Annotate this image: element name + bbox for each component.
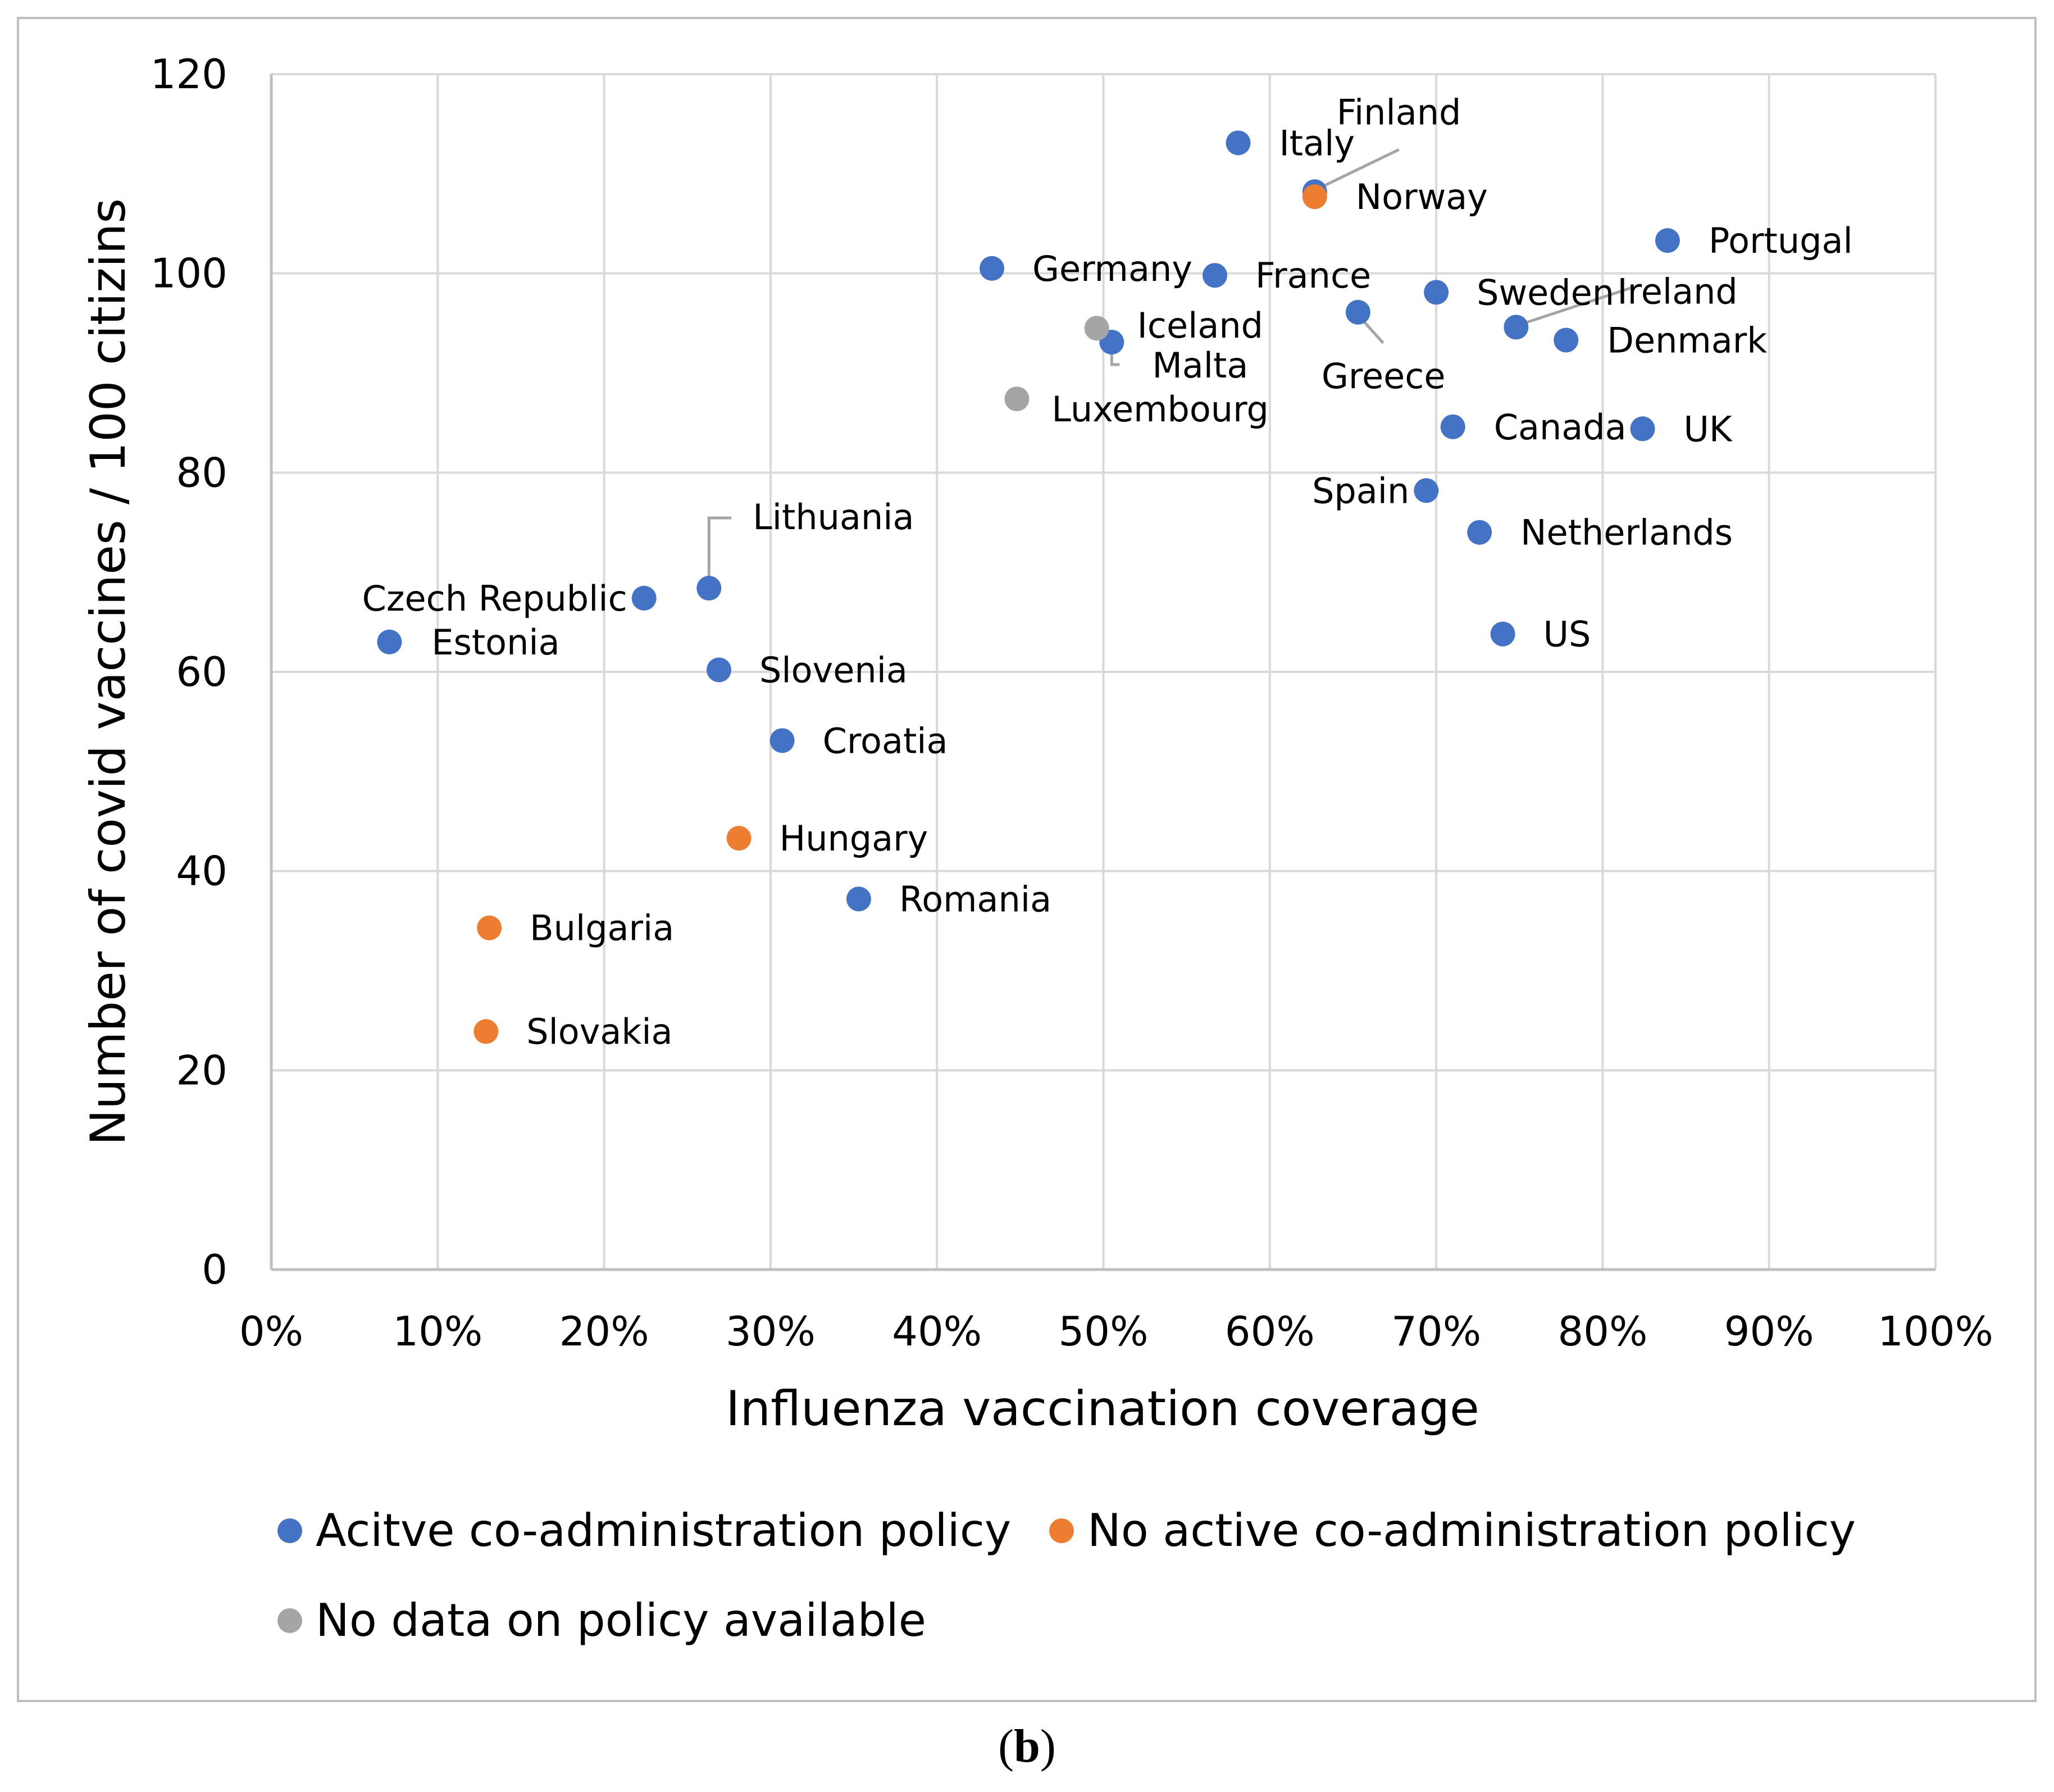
point-germany	[979, 256, 1004, 281]
label-malta: Malta	[1152, 345, 1248, 386]
y-tick-label: 80	[176, 449, 227, 496]
point-uk	[1630, 416, 1655, 442]
label-spain: Spain	[1312, 470, 1409, 511]
point-spain	[1414, 478, 1439, 503]
y-axis-title: Number of covid vaccines / 100 citizins	[80, 198, 136, 1145]
legend-label: Acitve co-administration policy	[316, 1504, 1011, 1557]
point-sweden	[1424, 280, 1449, 305]
label-us: US	[1543, 614, 1591, 655]
point-netherlands	[1467, 520, 1492, 545]
y-tick-label: 20	[176, 1047, 227, 1094]
y-tick-label: 40	[176, 848, 227, 895]
x-tick-label: 30%	[726, 1308, 816, 1355]
point-denmark	[1554, 328, 1579, 353]
point-slovakia	[473, 1019, 499, 1044]
x-tick-label: 0%	[239, 1308, 303, 1355]
figure-caption: (b)	[0, 1719, 2054, 1773]
point-ireland	[1504, 315, 1529, 340]
label-portugal: Portugal	[1709, 220, 1853, 261]
legend-marker	[1049, 1518, 1074, 1543]
label-denmark: Denmark	[1607, 320, 1767, 361]
x-tick-label: 70%	[1391, 1308, 1481, 1355]
x-tick-label: 100%	[1878, 1308, 1993, 1355]
legend-label: No active co-administration policy	[1087, 1504, 1856, 1557]
label-netherlands: Netherlands	[1520, 512, 1733, 553]
axes: 0% 10% 20% 30% 40% 50% 60% 70% 80% 90% 100% 0 20 40 60…	[151, 51, 1993, 1355]
legend-item-3: No data on policy available	[277, 1594, 926, 1647]
label-romania: Romania	[899, 879, 1051, 920]
legend-label: No data on policy available	[316, 1594, 926, 1647]
label-bulgaria: Bulgaria	[530, 908, 674, 949]
leader-line-finland	[1317, 148, 1400, 190]
y-tick-label: 120	[151, 51, 227, 98]
x-tick-label: 20%	[559, 1308, 649, 1355]
x-tick-label: 50%	[1058, 1308, 1148, 1355]
label-uk: UK	[1684, 408, 1733, 449]
y-tick-label: 100	[151, 250, 227, 297]
scatter-chart: 0% 10% 20% 30% 40% 50% 60% 70% 80% 90% 100% 0 20 40 60…	[80, 51, 1993, 1647]
leader-line-lithuania	[707, 516, 732, 586]
x-tick-label: 90%	[1724, 1308, 1814, 1355]
label-france: France	[1255, 255, 1371, 296]
label-estonia: Estonia	[431, 622, 559, 663]
x-tick-label: 10%	[393, 1308, 482, 1355]
caption-close-paren: )	[1040, 1720, 1056, 1772]
x-axis-title: Influenza vaccination coverage	[726, 1381, 1479, 1437]
point-bulgaria	[477, 915, 502, 940]
legend-marker	[277, 1608, 302, 1633]
point-croatia	[769, 728, 795, 753]
label-ireland: Ireland	[1617, 271, 1737, 312]
label-slovakia: Slovakia	[526, 1011, 672, 1052]
label-hungary: Hungary	[780, 818, 928, 859]
label-greece: Greece	[1322, 356, 1446, 397]
point-estonia	[377, 629, 402, 654]
point-romania	[846, 886, 871, 912]
point-us	[1490, 621, 1515, 647]
label-germany: Germany	[1032, 248, 1192, 289]
legend-item-1: Acitve co-administration policy	[277, 1504, 1011, 1557]
point-luxembourg	[1004, 386, 1030, 412]
label-norway: Norway	[1356, 176, 1488, 217]
legend-item-2: No active co-administration policy	[1049, 1504, 1856, 1557]
legend: Acitve co-administration policy No active…	[277, 1504, 1856, 1647]
label-czech-republic: Czech Republic	[362, 578, 627, 619]
label-iceland: Iceland	[1137, 305, 1263, 346]
point-slovenia	[707, 657, 732, 683]
y-tick-label: 60	[176, 648, 227, 695]
point-iceland	[1084, 316, 1109, 341]
leader-line-ireland	[1518, 286, 1632, 326]
legend-marker	[277, 1518, 302, 1543]
label-luxembourg: Luxembourg	[1051, 389, 1268, 430]
label-finland: Finland	[1337, 92, 1461, 133]
point-italy	[1226, 130, 1251, 156]
x-tick-label: 60%	[1225, 1308, 1315, 1355]
x-tick-label: 80%	[1557, 1308, 1647, 1355]
data-points	[377, 130, 1680, 1044]
point-norway	[1302, 184, 1327, 210]
point-hungary	[726, 826, 752, 851]
x-tick-label: 40%	[892, 1308, 982, 1355]
point-canada	[1440, 414, 1465, 439]
point-lithuania	[696, 576, 722, 601]
caption-open-paren: (	[998, 1720, 1014, 1772]
leader-lines	[707, 148, 1632, 586]
point-greece	[1345, 299, 1370, 325]
label-lithuania: Lithuania	[753, 497, 914, 538]
y-tick-label: 0	[202, 1246, 227, 1293]
label-italy: Italy	[1279, 122, 1355, 163]
label-croatia: Croatia	[823, 720, 948, 761]
label-canada: Canada	[1494, 407, 1627, 448]
label-sweden: Sweden	[1477, 272, 1614, 313]
chart-frame	[17, 17, 2037, 1702]
caption-letter: b	[1014, 1720, 1040, 1772]
point-portugal	[1655, 228, 1680, 253]
point-france	[1203, 263, 1228, 288]
label-slovenia: Slovenia	[759, 649, 908, 690]
point-czech-republic	[631, 585, 657, 611]
